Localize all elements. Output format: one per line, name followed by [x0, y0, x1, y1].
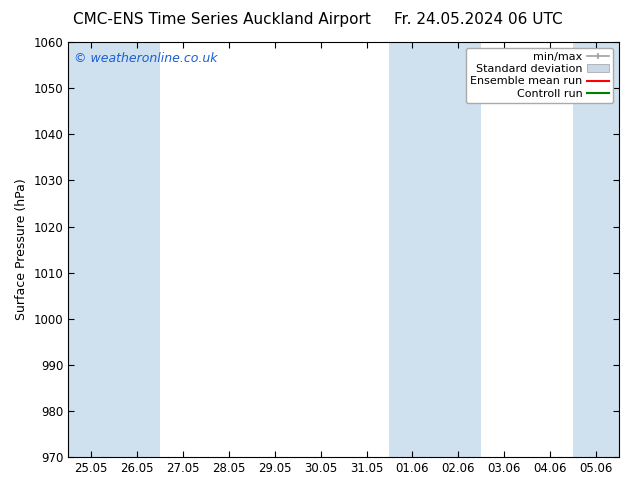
- Legend: min/max, Standard deviation, Ensemble mean run, Controll run: min/max, Standard deviation, Ensemble me…: [465, 48, 614, 103]
- Bar: [573, 42, 619, 457]
- Bar: [389, 42, 481, 457]
- Y-axis label: Surface Pressure (hPa): Surface Pressure (hPa): [15, 179, 28, 320]
- Text: Fr. 24.05.2024 06 UTC: Fr. 24.05.2024 06 UTC: [394, 12, 563, 27]
- Text: CMC-ENS Time Series Auckland Airport: CMC-ENS Time Series Auckland Airport: [73, 12, 371, 27]
- Text: © weatheronline.co.uk: © weatheronline.co.uk: [74, 52, 217, 66]
- Bar: [68, 42, 160, 457]
